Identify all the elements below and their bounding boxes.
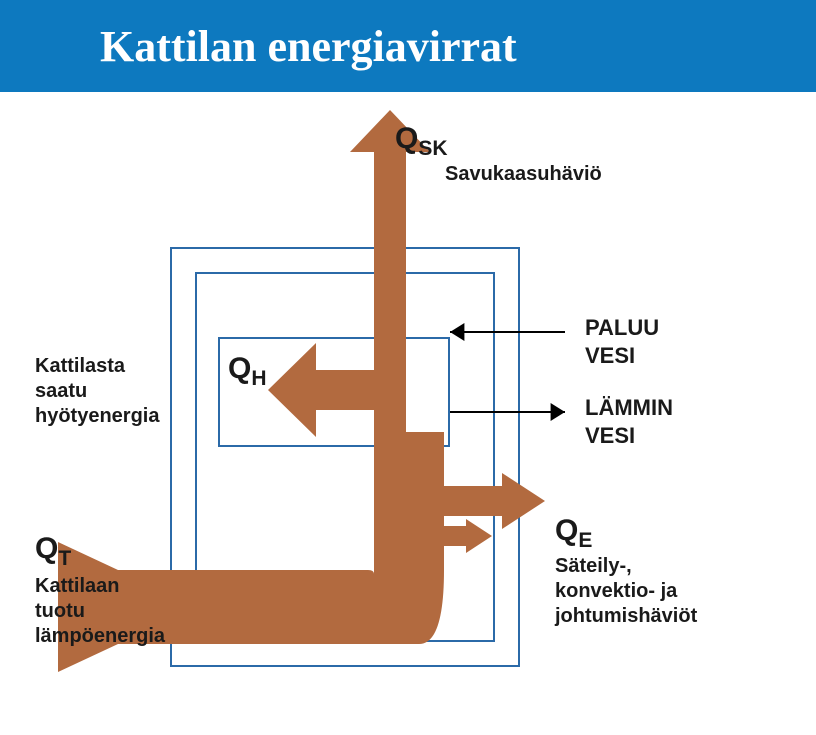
return-water-arrowhead bbox=[450, 323, 464, 341]
diagram-canvas: QSK Savukaasuhäviö QH Kattilasta saatu h… bbox=[0, 92, 816, 735]
label-hot-water: LÄMMIN VESI bbox=[585, 394, 673, 449]
label-q-e-desc: Säteily-, konvektio- ja johtumishäviöt bbox=[555, 554, 697, 629]
label-q-h-desc: Kattilasta saatu hyötyenergia bbox=[35, 354, 159, 429]
label-q-sk: QSK bbox=[395, 120, 448, 162]
hot-water-arrowhead bbox=[551, 403, 565, 421]
label-q-sk-desc: Savukaasuhäviö bbox=[445, 162, 602, 187]
diagram-title: Kattilan energiavirrat bbox=[100, 21, 517, 72]
label-q-t-desc: Kattilaan tuotu lämpöenergia bbox=[35, 574, 165, 649]
label-return-water: PALUU VESI bbox=[585, 314, 659, 369]
label-q-e: QE bbox=[555, 512, 592, 554]
diagram-title-bar: Kattilan energiavirrat bbox=[0, 0, 816, 92]
label-q-t: QT bbox=[35, 530, 71, 572]
label-q-h: QH bbox=[228, 350, 267, 392]
